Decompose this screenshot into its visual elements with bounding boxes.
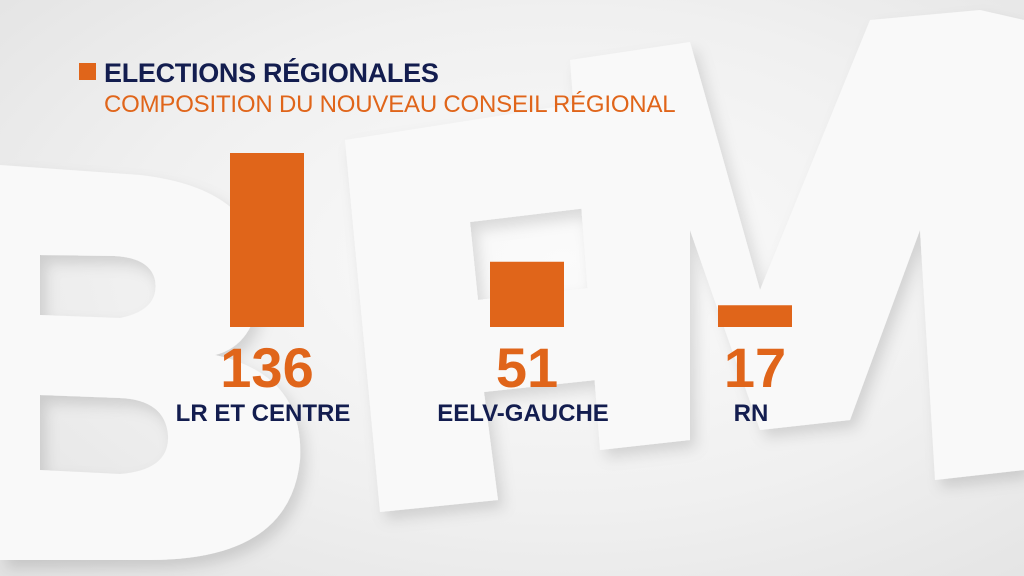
data-label-1: 51 (496, 336, 558, 399)
data-label-0: 136 (220, 336, 313, 399)
title-marker (79, 63, 96, 80)
category-label-0: LR ET CENTRE (176, 400, 351, 427)
bar-1 (490, 261, 564, 327)
chart-title: ELECTIONS RÉGIONALES (104, 58, 439, 88)
bar-2 (718, 305, 792, 327)
category-label-1: EELV-GAUCHE (437, 400, 609, 427)
data-label-2: 17 (724, 336, 786, 399)
chart-subtitle: COMPOSITION DU NOUVEAU CONSEIL RÉGIONAL (104, 91, 676, 118)
bar-0 (230, 153, 304, 327)
category-label-2: RN (734, 400, 769, 427)
